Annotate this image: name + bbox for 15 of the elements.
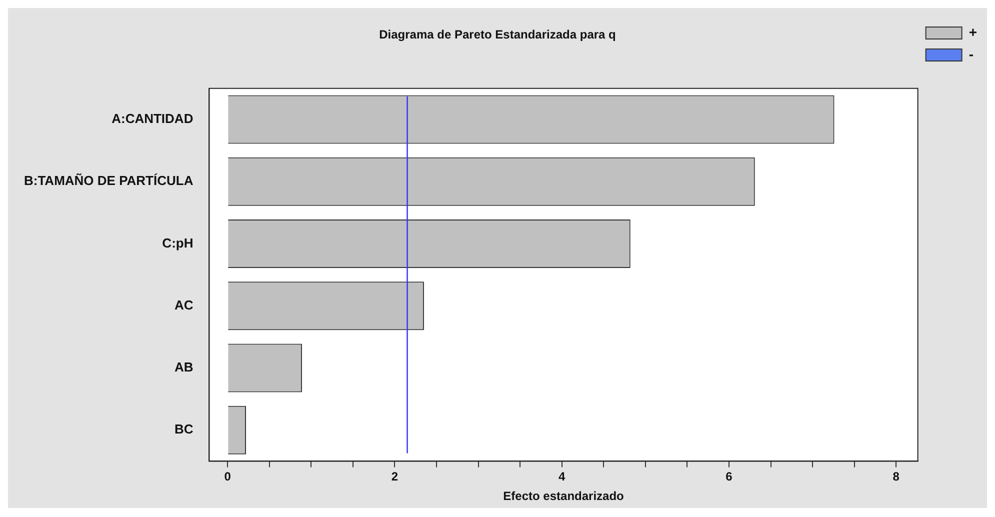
x-tick-label: 6	[726, 470, 733, 484]
y-tick-label: B:TAMAÑO DE PARTÍCULA	[24, 173, 194, 188]
y-tick-label: C:pH	[162, 235, 194, 250]
y-tick-label: AC	[174, 297, 194, 312]
legend-label: -	[968, 46, 974, 62]
chart-title: Diagrama de Pareto Estandarizada para q	[379, 28, 616, 42]
x-tick-label: 4	[558, 470, 566, 484]
y-tick-label: BC	[174, 422, 194, 437]
x-tick-label: 0	[224, 470, 232, 484]
x-axis-title: Efecto estandarizado	[503, 489, 624, 504]
x-tick-label: 8	[892, 470, 900, 484]
y-tick-label: AB	[174, 360, 194, 375]
y-tick-label: A:CANTIDAD	[112, 111, 194, 126]
legend-label: +	[968, 24, 978, 40]
x-tick-label: 2	[391, 470, 398, 484]
